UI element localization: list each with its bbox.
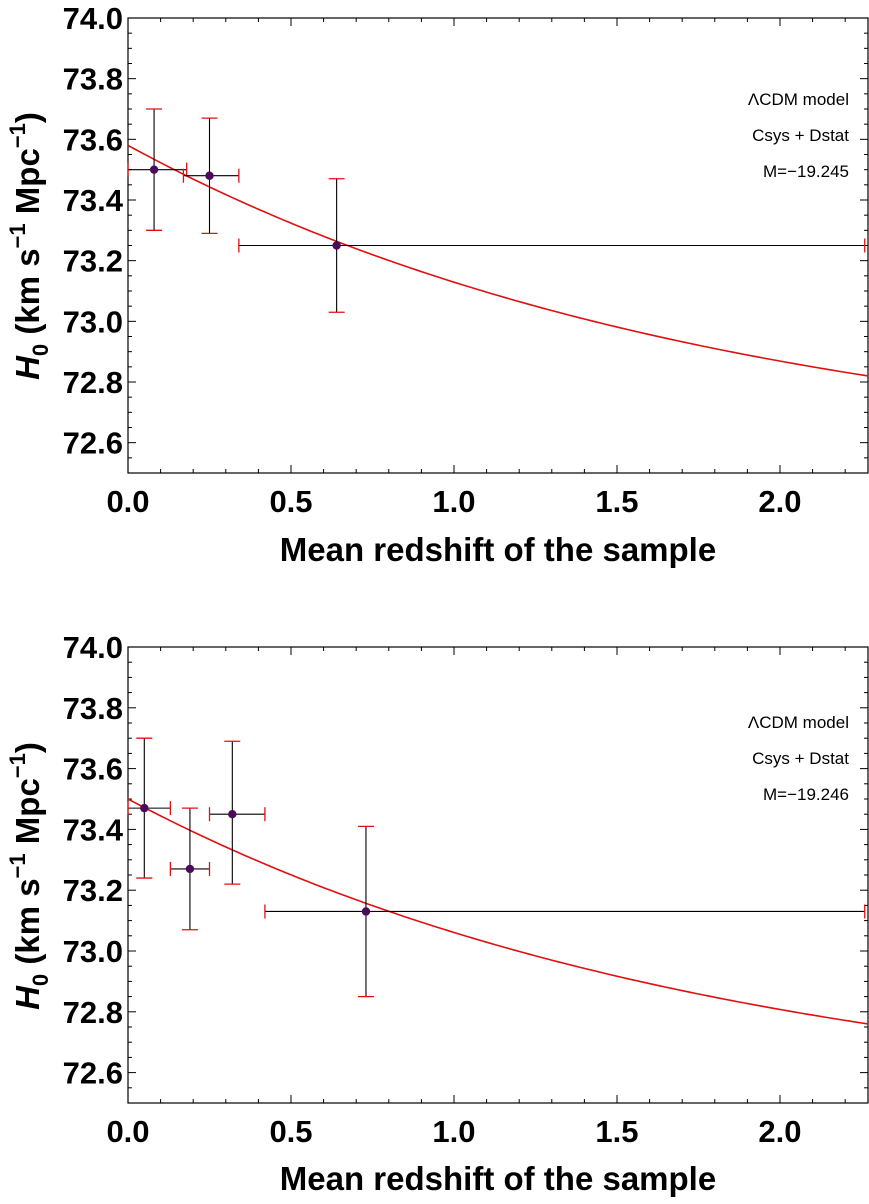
y-tick-label: 72.8 bbox=[63, 995, 123, 1030]
data-point bbox=[140, 803, 149, 813]
x-tick-label: 0.0 bbox=[106, 484, 149, 519]
legend-dataset: Csys + Dstat bbox=[752, 126, 849, 145]
legend-dataset: Csys + Dstat bbox=[752, 749, 849, 768]
x-tick-label: 1.0 bbox=[432, 1114, 475, 1149]
y-tick-label: 74.0 bbox=[63, 630, 123, 665]
y-tick-labels: 72.6 72.8 73.0 73.2 73.4 73.6 73.8 74.0 bbox=[63, 1, 124, 461]
y-tick-label: 73.4 bbox=[63, 183, 124, 218]
data-point bbox=[205, 171, 214, 180]
x-axis-title: Mean redshift of the sample bbox=[280, 531, 716, 568]
y-axis-subscript: 0 bbox=[28, 974, 53, 986]
axis-ticks bbox=[127, 646, 868, 1104]
legend: ΛCDM model Csys + Dstat M=−19.245 bbox=[748, 90, 849, 181]
y-tick-label: 73.6 bbox=[63, 122, 123, 157]
y-tick-label: 72.6 bbox=[63, 1056, 123, 1091]
y-axis-unit-a: (km s bbox=[9, 248, 46, 343]
y-tick-labels: 72.6 72.8 73.0 73.2 73.4 73.6 73.8 74.0 bbox=[63, 630, 124, 1091]
x-tick-label: 0.5 bbox=[269, 484, 312, 519]
x-tick-labels: 0.0 0.5 1.0 1.5 2.0 bbox=[106, 1114, 801, 1149]
data-point bbox=[185, 864, 195, 874]
legend-magnitude: M=−19.245 bbox=[763, 162, 849, 181]
y-axis-superscript-a: −1 bbox=[5, 223, 30, 248]
y-axis-unit-a: (km s bbox=[9, 878, 46, 973]
y-axis-unit-c: ) bbox=[9, 112, 46, 123]
y-axis-unit-c: ) bbox=[9, 742, 46, 753]
fit-curve bbox=[127, 798, 869, 1025]
data-point bbox=[332, 241, 341, 250]
y-tick-label: 73.4 bbox=[63, 812, 124, 847]
y-tick-label: 73.2 bbox=[63, 873, 123, 908]
y-tick-label: 74.0 bbox=[63, 1, 123, 36]
y-tick-label: 73.8 bbox=[63, 691, 123, 726]
y-axis-unit-b: Mpc bbox=[9, 778, 46, 853]
data-point bbox=[361, 907, 371, 916]
data-points bbox=[140, 803, 371, 916]
y-axis-title: H0 (km s−1 Mpc−1) bbox=[5, 112, 53, 380]
data-point bbox=[228, 810, 237, 819]
y-tick-label: 73.0 bbox=[63, 304, 123, 339]
fit-line bbox=[127, 144, 869, 377]
x-tick-label: 2.0 bbox=[758, 1114, 801, 1149]
x-tick-label: 1.5 bbox=[595, 484, 638, 519]
data-point bbox=[149, 165, 159, 174]
x-tick-label: 0.0 bbox=[106, 1114, 149, 1149]
chart-panel-bottom: 0.0 0.5 1.0 1.5 2.0 72.6 72.8 73.0 73.2 73.4 73.6… bbox=[5, 630, 869, 1197]
legend-magnitude: M=−19.246 bbox=[763, 785, 849, 804]
x-tick-label: 0.5 bbox=[269, 1114, 312, 1149]
axis-ticks bbox=[127, 17, 868, 474]
legend: ΛCDM model Csys + Dstat M=−19.246 bbox=[748, 713, 849, 804]
y-axis-title: H0 (km s−1 Mpc−1) bbox=[5, 742, 53, 1010]
data-points bbox=[149, 165, 341, 250]
x-tick-label: 2.0 bbox=[758, 484, 801, 519]
x-tick-label: 1.5 bbox=[595, 1114, 638, 1149]
y-axis-symbol: H bbox=[9, 355, 46, 380]
y-axis-superscript-a: −1 bbox=[5, 853, 30, 878]
y-axis-superscript-b: −1 bbox=[5, 123, 30, 148]
y-tick-label: 73.8 bbox=[63, 62, 123, 97]
fit-curve bbox=[127, 144, 869, 377]
y-axis-superscript-b: −1 bbox=[5, 753, 30, 778]
legend-model: ΛCDM model bbox=[748, 713, 849, 732]
y-tick-label: 73.6 bbox=[63, 752, 123, 787]
y-tick-label: 73.0 bbox=[63, 934, 123, 969]
y-axis-unit-b: Mpc bbox=[9, 148, 46, 223]
y-tick-label: 73.2 bbox=[63, 244, 123, 279]
x-tick-labels: 0.0 0.5 1.0 1.5 2.0 bbox=[106, 484, 801, 519]
y-tick-label: 72.6 bbox=[63, 426, 123, 461]
y-axis-symbol: H bbox=[9, 985, 46, 1010]
y-tick-label: 72.8 bbox=[63, 365, 123, 400]
legend-model: ΛCDM model bbox=[748, 90, 849, 109]
x-axis-title: Mean redshift of the sample bbox=[280, 1160, 716, 1197]
error-bars bbox=[127, 737, 866, 998]
chart-panel-top: 0.0 0.5 1.0 1.5 2.0 72.6 72.8 73.0 73.2 73.4 73.6… bbox=[5, 1, 869, 568]
x-tick-label: 1.0 bbox=[432, 484, 475, 519]
fit-line bbox=[127, 798, 869, 1025]
y-axis-subscript: 0 bbox=[28, 344, 53, 356]
